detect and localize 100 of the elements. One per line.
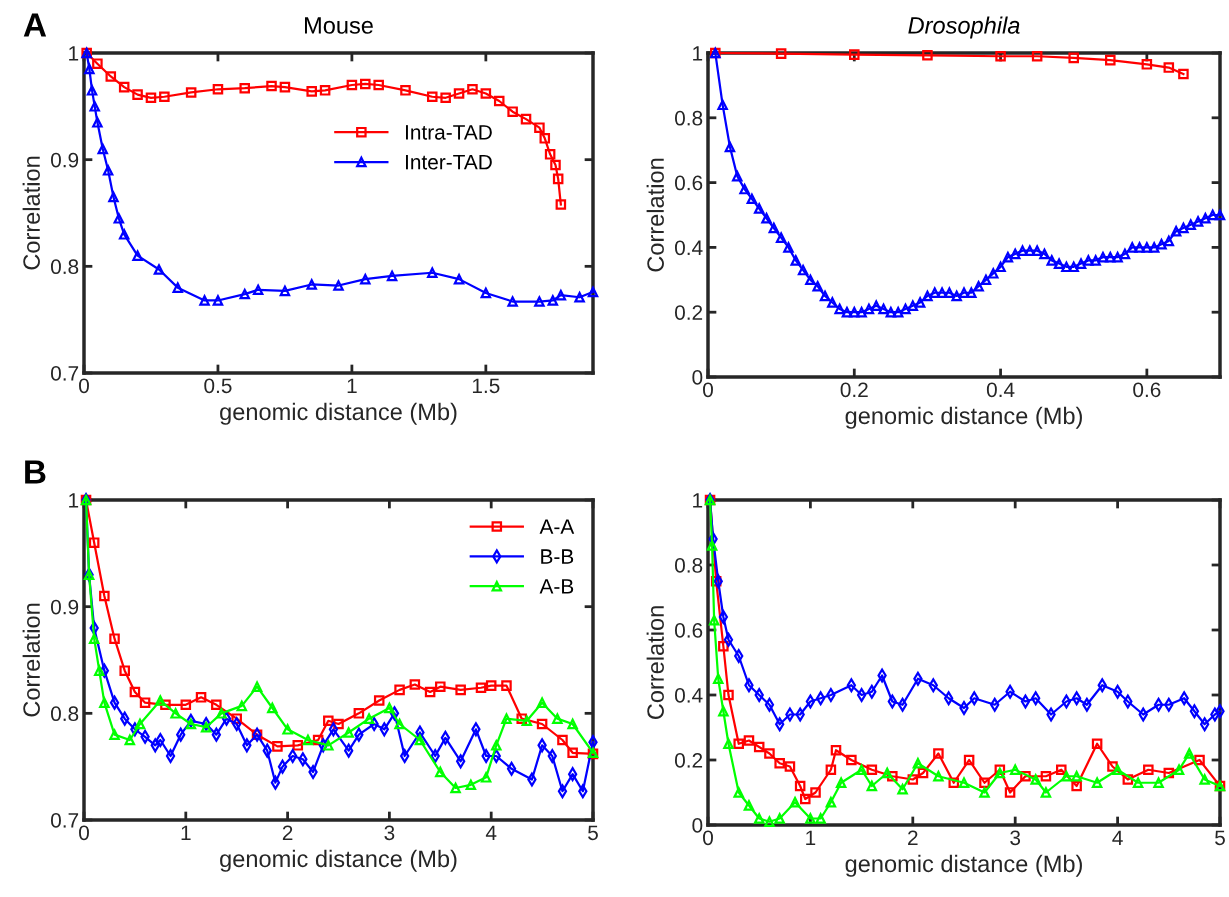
point [912, 757, 924, 769]
point [132, 89, 143, 100]
point [948, 777, 960, 789]
point [1153, 777, 1164, 789]
point [481, 749, 491, 763]
point [185, 87, 197, 98]
point [212, 83, 224, 95]
text: A [23, 13, 47, 37]
point [534, 122, 545, 133]
point [251, 681, 263, 692]
x-tick-label: 0.5 [204, 378, 232, 394]
point [1132, 777, 1144, 789]
point [97, 143, 109, 155]
point [426, 267, 438, 279]
point [328, 722, 339, 737]
point [718, 640, 729, 652]
x-tick-label: 1.5 [472, 378, 500, 394]
point [1031, 50, 1043, 62]
point [933, 748, 944, 759]
point [501, 680, 512, 691]
point [267, 702, 278, 714]
point [547, 749, 557, 763]
x-axis-title: genomic distance (Mb) [845, 854, 1082, 877]
x-tick-label: 4 [1112, 830, 1123, 845]
point [1020, 770, 1031, 782]
point [979, 777, 990, 789]
point [450, 782, 461, 794]
point [426, 91, 438, 103]
point [89, 101, 100, 112]
x-tick-label: 0 [79, 378, 89, 394]
point [1091, 777, 1103, 789]
point [1107, 761, 1118, 772]
x-tick-label: 1 [181, 825, 191, 840]
y-tick-label: 1 [69, 46, 79, 61]
point [587, 286, 599, 298]
point [211, 699, 222, 711]
point [373, 695, 385, 706]
chart-title: Drosophila [908, 16, 1020, 39]
point [435, 766, 446, 778]
point [99, 590, 110, 602]
point [1056, 764, 1067, 776]
x-tick-label: 5 [588, 825, 598, 841]
point [774, 757, 785, 769]
point [384, 702, 395, 714]
point [536, 697, 548, 708]
point [1199, 717, 1210, 732]
point [159, 91, 170, 103]
point [231, 713, 242, 724]
point [369, 717, 379, 731]
x-tick-label: 1 [347, 378, 357, 393]
point [288, 749, 298, 763]
point [93, 665, 105, 676]
point [1009, 764, 1021, 776]
y-tick-label: 0.9 [50, 152, 79, 168]
x-tick-label: 4 [485, 825, 497, 840]
x-tick-label: 1 [806, 830, 816, 845]
point [1004, 787, 1016, 798]
point [933, 770, 944, 782]
x-tick-label: 0 [703, 382, 713, 398]
point [764, 816, 775, 828]
point [333, 718, 344, 730]
point [1091, 738, 1103, 750]
point [465, 779, 477, 791]
y-axis-title: Correlation [646, 158, 664, 272]
point [753, 741, 765, 753]
point [99, 663, 110, 678]
point [195, 692, 207, 703]
point [1112, 764, 1123, 776]
point [221, 711, 232, 726]
point [567, 767, 578, 782]
point [1040, 770, 1052, 782]
y-tick-label: 1 [693, 493, 703, 508]
point [507, 106, 518, 117]
legend-label: A-A [539, 519, 575, 534]
point [343, 727, 354, 738]
point [897, 697, 908, 712]
point [1143, 764, 1154, 776]
point [866, 764, 878, 776]
point [959, 701, 969, 715]
point [784, 761, 796, 772]
point [507, 296, 518, 307]
point [86, 85, 98, 96]
y-tick-label: 0.6 [674, 175, 703, 191]
point [200, 721, 212, 733]
y-tick-label: 0.4 [674, 688, 703, 703]
point [88, 537, 100, 548]
point [109, 695, 120, 710]
point [88, 633, 100, 644]
x-tick-label: 5 [1215, 830, 1225, 846]
point [319, 85, 331, 96]
point [708, 614, 720, 626]
point [99, 697, 110, 708]
point [539, 133, 551, 144]
point [453, 88, 465, 99]
point [1105, 54, 1116, 66]
y-tick-label: 0.8 [674, 110, 703, 126]
point [764, 748, 775, 759]
point [544, 149, 556, 160]
point [1189, 704, 1200, 719]
point [302, 734, 314, 746]
